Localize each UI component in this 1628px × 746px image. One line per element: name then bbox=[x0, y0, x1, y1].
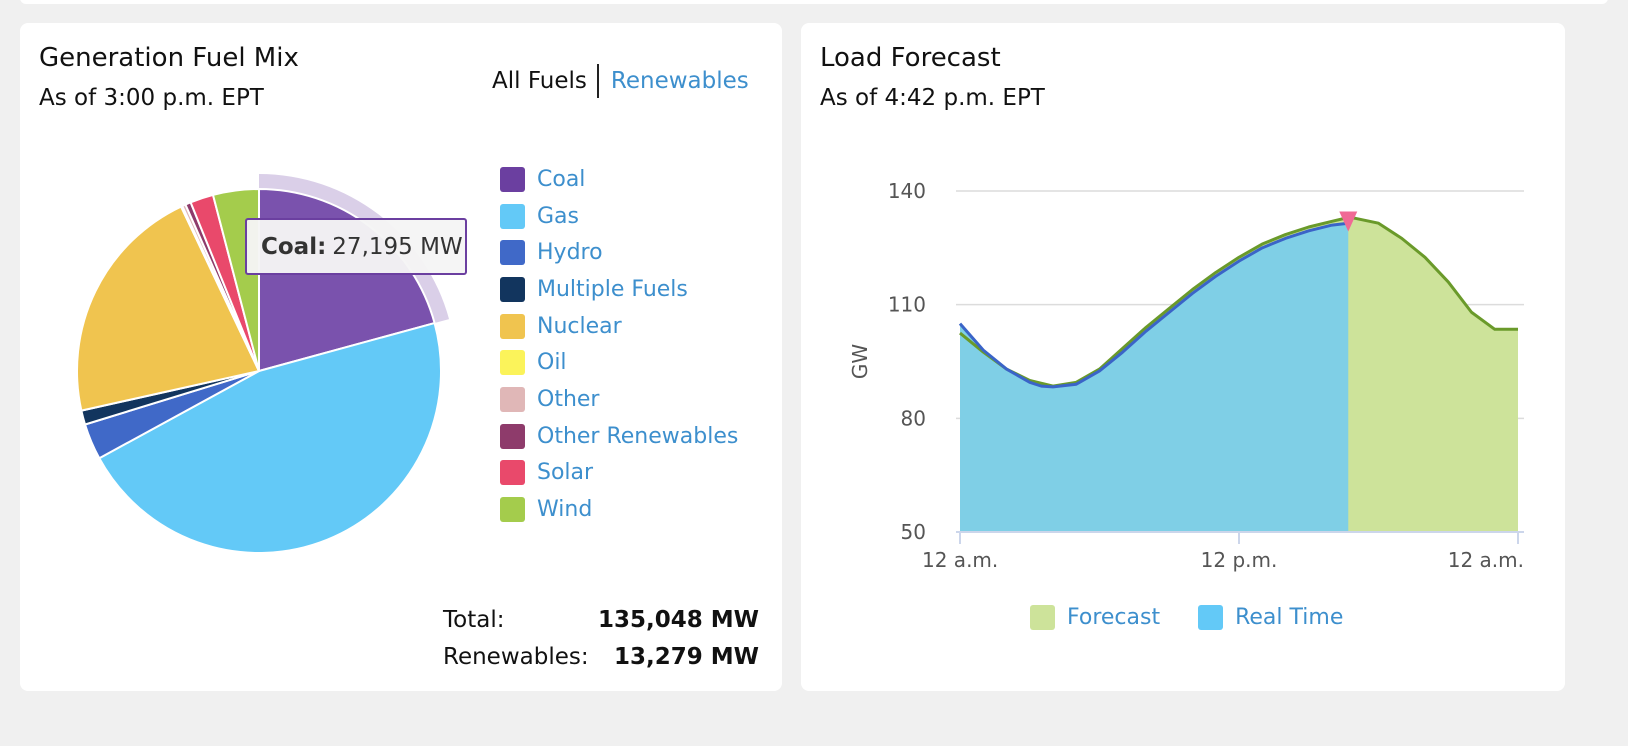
legend-swatch-gas bbox=[500, 203, 525, 229]
toggle-renewables[interactable]: Renewables bbox=[610, 68, 749, 94]
legend-item-coal[interactable]: Coal bbox=[500, 161, 738, 198]
fuel-mix-timestamp: As of 3:00 p.m. EPT bbox=[39, 85, 264, 111]
legend-label-other: Other bbox=[537, 386, 600, 412]
fuel-totals: Total: 135,048 MW Renewables: 13,279 MW bbox=[443, 601, 759, 675]
tooltip-label: Coal: bbox=[261, 233, 327, 260]
legend-label-oil: Oil bbox=[537, 350, 567, 376]
legend-label-forecast: Forecast bbox=[1067, 605, 1161, 630]
legend-swatch-real-time bbox=[1198, 605, 1224, 630]
legend-label-real-time: Real Time bbox=[1235, 605, 1344, 630]
legend-item-nuclear[interactable]: Nuclear bbox=[500, 308, 738, 345]
load-forecast-legend: Forecast Real Time bbox=[1030, 605, 1381, 630]
legend-swatch-wind bbox=[500, 497, 525, 523]
legend-label-multiple-fuels: Multiple Fuels bbox=[537, 276, 688, 302]
legend-swatch-hydro bbox=[500, 240, 525, 266]
toggle-all-fuels[interactable]: All Fuels bbox=[492, 64, 599, 98]
current-time-marker[interactable] bbox=[1339, 211, 1358, 232]
legend-label-other-renewables: Other Renewables bbox=[537, 423, 739, 449]
legend-item-wind[interactable]: Wind bbox=[500, 491, 738, 528]
legend-swatch-nuclear bbox=[500, 313, 525, 339]
total-row: Total: 135,048 MW bbox=[443, 601, 759, 638]
legend-item-forecast[interactable]: Forecast bbox=[1030, 605, 1160, 630]
legend-item-hydro[interactable]: Hydro bbox=[500, 234, 738, 271]
fuel-toggle: All Fuels Renewables bbox=[492, 63, 749, 99]
x-tick-label: 12 p.m. bbox=[1201, 548, 1278, 572]
real-time-area bbox=[960, 223, 1349, 532]
legend-item-oil[interactable]: Oil bbox=[500, 344, 738, 381]
tooltip-value: 27,195 MW bbox=[332, 233, 463, 260]
load-forecast-card: Load Forecast As of 4:42 p.m. EPT 50 80 11… bbox=[801, 23, 1565, 691]
pie-slice-gas[interactable] bbox=[98, 322, 442, 554]
load-forecast-title: Load Forecast bbox=[820, 43, 1001, 73]
total-label: Total: bbox=[443, 606, 505, 633]
legend-swatch-multiple-fuels bbox=[500, 276, 525, 302]
legend-item-gas[interactable]: Gas bbox=[500, 198, 738, 235]
y-axis-title: GW bbox=[848, 344, 872, 379]
top-panel-edge bbox=[20, 0, 1608, 4]
fuel-mix-title: Generation Fuel Mix bbox=[39, 43, 299, 73]
legend-item-other[interactable]: Other bbox=[500, 381, 738, 418]
legend-swatch-coal bbox=[500, 166, 525, 192]
legend-swatch-forecast bbox=[1030, 605, 1055, 630]
y-tick-label: 50 bbox=[901, 520, 926, 544]
x-tick-label: 12 a.m. bbox=[922, 548, 998, 572]
load-forecast-chart: 50 80 110 140 12 a.m. 12 p.m. 12 a.m. GW bbox=[848, 179, 1524, 572]
renewables-row: Renewables: 13,279 MW bbox=[443, 638, 759, 675]
y-tick-label: 80 bbox=[901, 406, 926, 430]
renewables-value: 13,279 MW bbox=[613, 643, 759, 670]
legend-item-multiple-fuels[interactable]: Multiple Fuels bbox=[500, 271, 738, 308]
pie-tooltip: Coal: 27,195 MW bbox=[245, 218, 467, 275]
load-forecast-timestamp: As of 4:42 p.m. EPT bbox=[820, 85, 1045, 111]
x-tick-label: 12 a.m. bbox=[1448, 548, 1524, 572]
fuel-mix-legend: Coal Gas Hydro Multiple Fuels Nuclear Oil Othe… bbox=[500, 161, 738, 528]
legend-label-gas: Gas bbox=[537, 203, 579, 229]
legend-item-other-renewables[interactable]: Other Renewables bbox=[500, 418, 738, 455]
fuel-mix-pie-chart bbox=[76, 174, 450, 554]
y-tick-label: 140 bbox=[888, 179, 926, 203]
legend-swatch-other-renewables bbox=[500, 423, 525, 449]
legend-swatch-other bbox=[500, 386, 525, 412]
real-time-line bbox=[958, 221, 1349, 389]
pie-slice-nuclear[interactable] bbox=[76, 205, 260, 412]
legend-label-nuclear: Nuclear bbox=[537, 313, 622, 339]
legend-label-wind: Wind bbox=[537, 497, 593, 523]
fuel-mix-card: Generation Fuel Mix As of 3:00 p.m. EPT … bbox=[20, 23, 782, 691]
legend-item-real-time[interactable]: Real Time bbox=[1198, 605, 1343, 630]
legend-label-hydro: Hydro bbox=[537, 240, 603, 266]
legend-label-coal: Coal bbox=[537, 166, 586, 192]
legend-swatch-oil bbox=[500, 350, 525, 376]
legend-swatch-solar bbox=[500, 460, 525, 486]
total-value: 135,048 MW bbox=[597, 606, 759, 633]
y-tick-label: 110 bbox=[888, 293, 926, 317]
legend-item-solar[interactable]: Solar bbox=[500, 455, 738, 492]
renewables-label: Renewables: bbox=[443, 643, 589, 670]
legend-label-solar: Solar bbox=[537, 460, 594, 486]
